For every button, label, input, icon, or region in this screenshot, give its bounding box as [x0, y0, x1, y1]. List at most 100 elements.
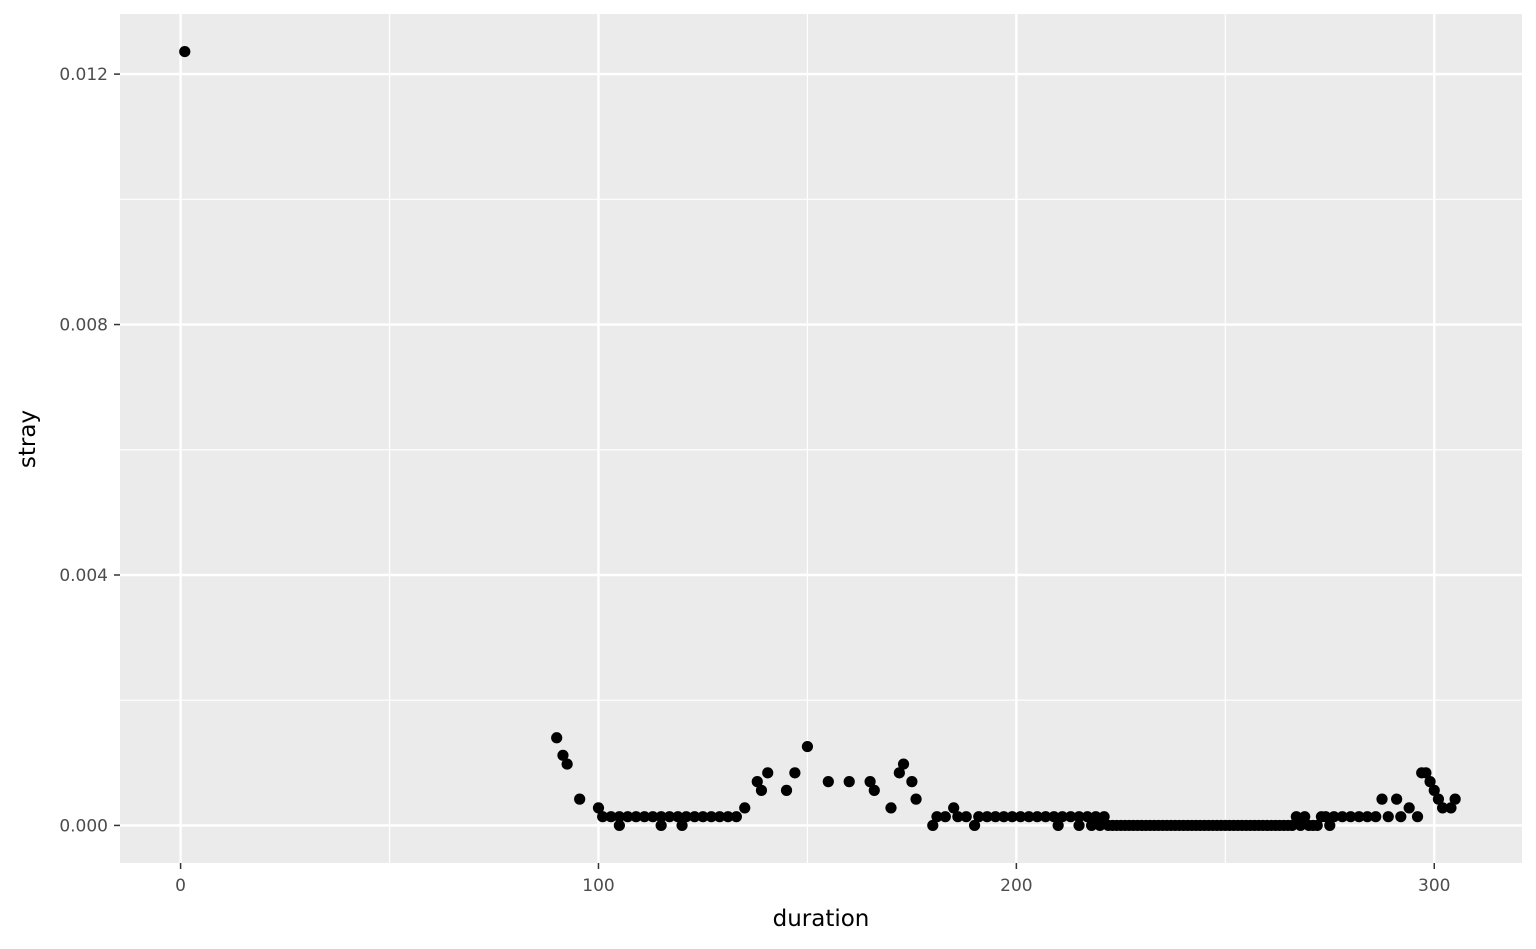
- data-point: [789, 767, 801, 779]
- data-point: [927, 819, 939, 832]
- data-point: [680, 811, 692, 823]
- minor-gridlines: [120, 14, 1522, 863]
- data-point: [676, 819, 688, 832]
- data-point: [1324, 819, 1336, 832]
- y-tick-label: 0.012: [59, 65, 108, 85]
- data-point: [960, 811, 972, 823]
- data-point: [1006, 811, 1018, 823]
- data-point: [1353, 811, 1365, 823]
- data-point: [179, 45, 191, 58]
- data-point: [574, 793, 586, 805]
- y-axis: 0.000 0.004 0.008 0.012: [59, 65, 120, 836]
- data-point: [1056, 811, 1068, 823]
- x-axis-title: duration: [773, 906, 870, 932]
- data-point: [780, 784, 793, 796]
- data-points: [179, 45, 1461, 832]
- data-point: [952, 811, 964, 823]
- data-point: [906, 776, 918, 788]
- data-point: [630, 811, 642, 823]
- y-tick-label: 0.004: [59, 566, 108, 586]
- data-point: [1391, 793, 1403, 805]
- data-point: [1031, 811, 1043, 823]
- data-point: [1424, 776, 1436, 788]
- y-axis-title: stray: [15, 410, 41, 468]
- data-point: [1048, 811, 1060, 823]
- data-point: [1382, 811, 1394, 823]
- data-point: [1319, 811, 1332, 823]
- data-point: [910, 793, 922, 805]
- data-point: [893, 767, 905, 779]
- x-tick-label: 0: [175, 876, 186, 896]
- data-point: [714, 811, 726, 823]
- data-point: [1290, 811, 1302, 823]
- data-point: [1395, 811, 1407, 823]
- data-point: [663, 811, 676, 823]
- data-point: [948, 802, 960, 814]
- data-point: [1370, 811, 1382, 823]
- x-axis: 0 100 200 300: [175, 863, 1450, 896]
- data-point: [705, 811, 717, 823]
- data-point: [843, 776, 855, 788]
- data-point: [973, 811, 985, 823]
- data-point: [1052, 819, 1064, 832]
- data-point: [998, 811, 1010, 823]
- data-point: [1085, 819, 1098, 832]
- y-tick-label: 0.008: [59, 316, 108, 336]
- data-point: [1294, 819, 1307, 832]
- data-point: [1023, 811, 1035, 823]
- data-point: [592, 802, 605, 814]
- data-point: [1437, 802, 1449, 814]
- data-point: [1073, 811, 1085, 823]
- data-point: [655, 811, 667, 823]
- x-tick-label: 200: [1000, 876, 1032, 896]
- data-point: [688, 811, 701, 823]
- data-point: [739, 802, 751, 814]
- data-point: [597, 811, 609, 823]
- data-point: [981, 811, 993, 823]
- data-point: [1428, 784, 1440, 796]
- data-point: [755, 784, 768, 796]
- data-point: [1014, 811, 1027, 823]
- data-point: [672, 811, 684, 823]
- data-point: [939, 811, 951, 823]
- data-point: [1040, 811, 1052, 823]
- data-point: [647, 811, 659, 823]
- data-point: [868, 784, 880, 796]
- data-point: [1094, 819, 1106, 832]
- data-point: [822, 776, 834, 788]
- data-point: [1286, 819, 1298, 832]
- data-point: [605, 811, 617, 823]
- data-point: [551, 732, 563, 744]
- x-tick-label: 100: [582, 876, 614, 896]
- data-point: [655, 819, 667, 832]
- data-point: [1403, 802, 1415, 814]
- data-point: [1411, 811, 1424, 823]
- data-point: [1432, 793, 1445, 805]
- data-point: [751, 776, 763, 788]
- y-tick-label: 0.000: [59, 816, 108, 836]
- data-point: [1311, 819, 1323, 832]
- data-point: [864, 776, 876, 788]
- data-point: [730, 811, 742, 823]
- data-point: [638, 811, 651, 823]
- data-point: [697, 811, 709, 823]
- data-point: [557, 749, 569, 761]
- data-point: [931, 811, 943, 823]
- data-point: [1336, 811, 1348, 823]
- data-point: [1420, 767, 1432, 779]
- data-point: [622, 811, 634, 823]
- data-point: [1081, 811, 1094, 823]
- plot-panel: [120, 14, 1522, 863]
- data-point: [1073, 819, 1085, 832]
- x-tick-label: 300: [1418, 876, 1450, 896]
- data-point: [722, 811, 734, 823]
- data-point: [968, 819, 981, 832]
- data-point: [1328, 811, 1340, 823]
- data-point: [613, 811, 625, 823]
- data-point: [613, 819, 625, 832]
- data-point: [885, 802, 897, 814]
- data-point: [801, 740, 814, 753]
- data-point: [762, 767, 774, 779]
- data-point: [1449, 793, 1461, 805]
